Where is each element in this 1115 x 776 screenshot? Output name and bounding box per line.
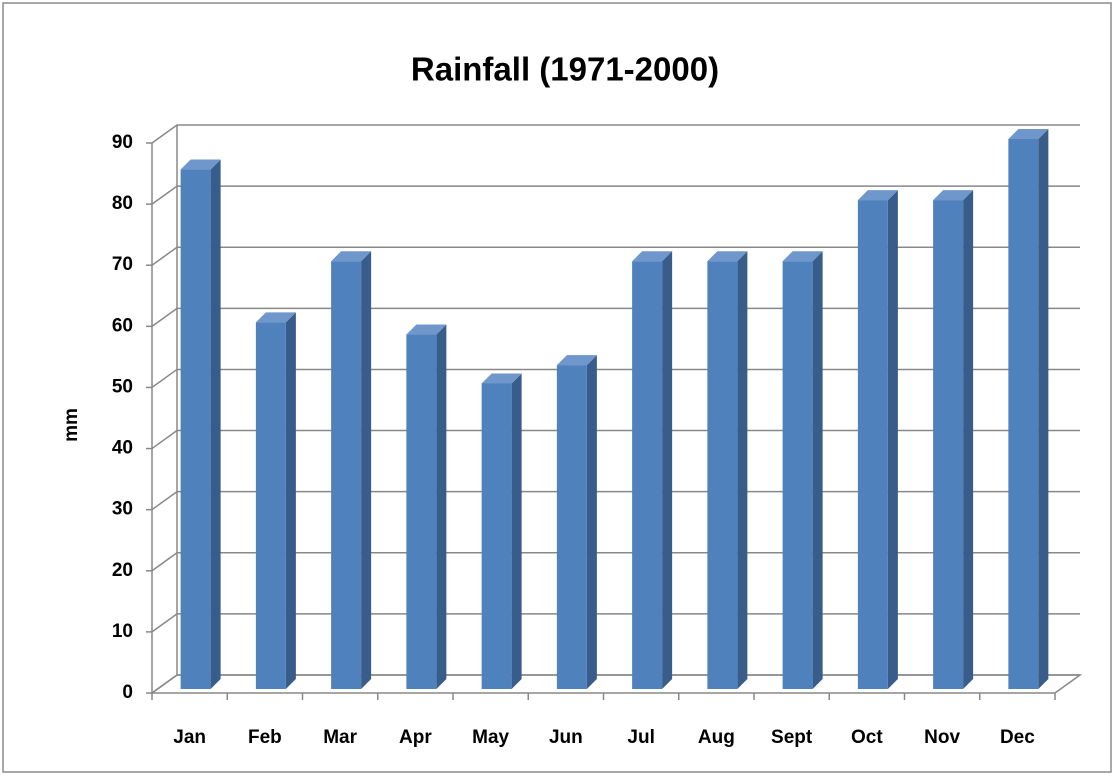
x-tick-label: Apr: [399, 727, 432, 748]
y-tick-label: 40: [112, 438, 133, 459]
bar: [180, 169, 211, 690]
bar-side: [887, 190, 898, 689]
bar-top: [481, 373, 522, 384]
bar-top: [707, 251, 748, 262]
bar-side: [662, 251, 673, 689]
bar: [255, 322, 286, 689]
bar-side: [1038, 129, 1049, 689]
x-tick-label: Mar: [323, 727, 357, 748]
bar-side: [963, 190, 974, 689]
grid-line: [151, 552, 1080, 572]
x-tick-label: Sept: [771, 727, 813, 748]
bar-top: [857, 190, 898, 201]
x-tick-label: Dec: [1000, 727, 1035, 748]
bar-top: [255, 312, 296, 323]
grid-line: [151, 613, 1080, 633]
bar-top: [556, 355, 597, 366]
bar: [857, 200, 888, 689]
y-tick-label: 0: [122, 682, 133, 703]
x-tick-label: Jul: [627, 727, 654, 748]
bar: [406, 334, 437, 689]
bar-side: [737, 251, 748, 689]
bar: [632, 261, 663, 689]
grid-line: [151, 490, 1080, 511]
bar-top: [1008, 129, 1049, 139]
bar: [933, 200, 964, 689]
grid-line: [151, 429, 1080, 450]
y-tick-label: 10: [112, 621, 133, 642]
x-tick-label: May: [472, 727, 509, 748]
grid-line: [151, 674, 1080, 694]
grid-line: [151, 185, 1080, 205]
x-tick-label: Nov: [924, 727, 960, 748]
y-tick-label: 80: [112, 193, 133, 214]
y-tick-label: 30: [112, 499, 133, 520]
bar: [1008, 139, 1039, 689]
bar-top: [406, 324, 447, 335]
y-tick-label: 20: [112, 560, 133, 581]
grid-line: [151, 124, 1080, 144]
bar-side: [586, 355, 597, 689]
bar: [481, 383, 512, 689]
y-axis-title: mm: [61, 408, 82, 442]
y-tick-label: 70: [112, 254, 133, 275]
x-tick-label: Feb: [248, 727, 282, 748]
bar-side: [436, 324, 447, 689]
bar-top: [331, 251, 372, 262]
chart-title: Rainfall (1971-2000): [411, 51, 719, 88]
y-tick-label: 90: [112, 132, 133, 153]
y-tick-label: 60: [112, 315, 133, 336]
x-tick-label: Aug: [698, 727, 735, 748]
bar-side: [361, 251, 372, 689]
x-tick-label: Jun: [549, 727, 583, 748]
x-tick-label: Jan: [173, 727, 206, 748]
bar-top: [933, 190, 974, 201]
bar-side: [511, 373, 522, 689]
grid-line: [151, 246, 1080, 266]
bar: [707, 261, 738, 689]
grid-line: [151, 368, 1080, 389]
bar: [782, 261, 813, 689]
bar-top: [782, 251, 823, 262]
bar-top: [632, 251, 673, 262]
bar: [331, 261, 362, 689]
y-tick-label: 50: [112, 376, 133, 397]
grid-line: [151, 307, 1080, 327]
bar-side: [210, 159, 221, 690]
bar-top: [180, 159, 221, 170]
bar-side: [285, 312, 296, 689]
bar: [556, 365, 587, 689]
x-tick-label: Oct: [851, 727, 883, 748]
bar-side: [812, 251, 823, 689]
